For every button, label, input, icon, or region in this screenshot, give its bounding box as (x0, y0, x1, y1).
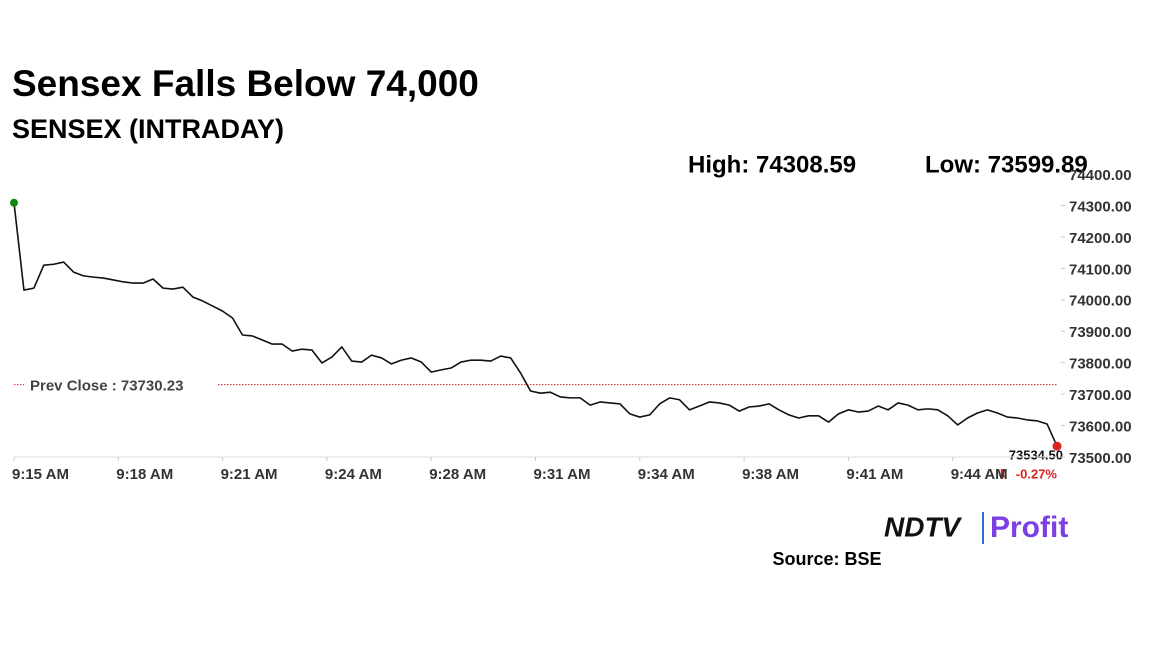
x-tick-label: 9:15 AM (12, 466, 69, 483)
y-tick-label: 74100.00 (1069, 261, 1132, 278)
x-tick-label: 9:21 AM (221, 466, 278, 483)
start-point (10, 198, 18, 207)
end-point (1052, 441, 1062, 451)
reference-label: Prev Close : 73730.23 (30, 378, 183, 395)
y-tick-label: 73600.00 (1069, 419, 1132, 436)
x-tick-label: 9:34 AM (638, 466, 695, 483)
reference-label-bg (24, 374, 218, 395)
y-tick-label: 74000.00 (1069, 293, 1132, 310)
source: Source: BSE (772, 549, 881, 569)
change-label: -0.27% (1016, 466, 1058, 481)
logo-divider (982, 512, 984, 544)
price-line (13, 202, 1058, 447)
y-tick-label: 74200.00 (1069, 230, 1132, 247)
y-tick-label: 73700.00 (1069, 387, 1132, 404)
x-tick-label: 9:38 AM (742, 466, 799, 483)
x-tick-label: 9:44 AM (951, 466, 1008, 483)
y-tick-label: 73900.00 (1069, 324, 1132, 341)
y-tick-label: 73800.00 (1069, 356, 1132, 373)
y-tick-label: 74400.00 (1069, 167, 1132, 184)
y-tick-label: 74300.00 (1069, 198, 1132, 215)
x-tick-label: 9:24 AM (325, 466, 382, 483)
high-label: High: 74308.59 (688, 151, 856, 178)
x-tick-label: 9:28 AM (429, 466, 486, 483)
y-tick-label: 73500.00 (1069, 450, 1132, 467)
logo-profit: Profit (990, 511, 1068, 544)
chart-subtitle: SENSEX (INTRADAY) (12, 114, 284, 144)
low-label: Low: 73599.89 (925, 151, 1088, 178)
x-tick-label: 9:31 AM (534, 466, 591, 483)
x-tick-label: 9:41 AM (846, 466, 903, 483)
x-tick-label: 9:18 AM (116, 466, 173, 483)
chart-title: Sensex Falls Below 74,000 (12, 63, 479, 104)
change-arrow: ⬇ (997, 466, 1008, 481)
last-value-label: 73534.50 (1009, 447, 1063, 462)
logo-ndtv: NDTV (884, 511, 963, 542)
